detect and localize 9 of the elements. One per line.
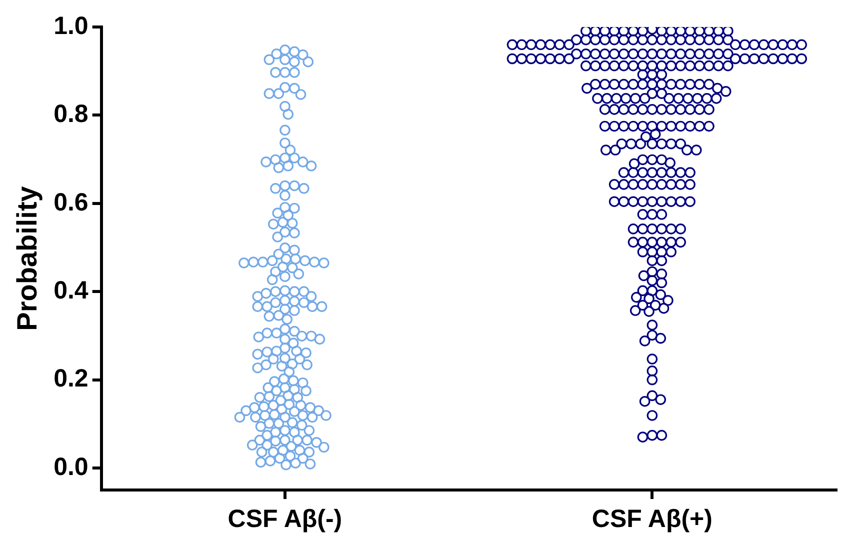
y-axis-title: Probability	[12, 186, 43, 331]
y-tick-label: 0.8	[54, 100, 88, 128]
y-tick-label: 1.0	[54, 12, 88, 40]
x-tick-label: CSF Aβ(+)	[592, 504, 712, 533]
y-tick-label: 0.6	[54, 188, 88, 216]
y-tick-label: 0.2	[54, 364, 88, 393]
x-tick-label: CSF Aβ(-)	[228, 504, 342, 533]
y-tick-label: 0.4	[54, 276, 88, 304]
y-tick-label: 0.0	[54, 452, 88, 481]
